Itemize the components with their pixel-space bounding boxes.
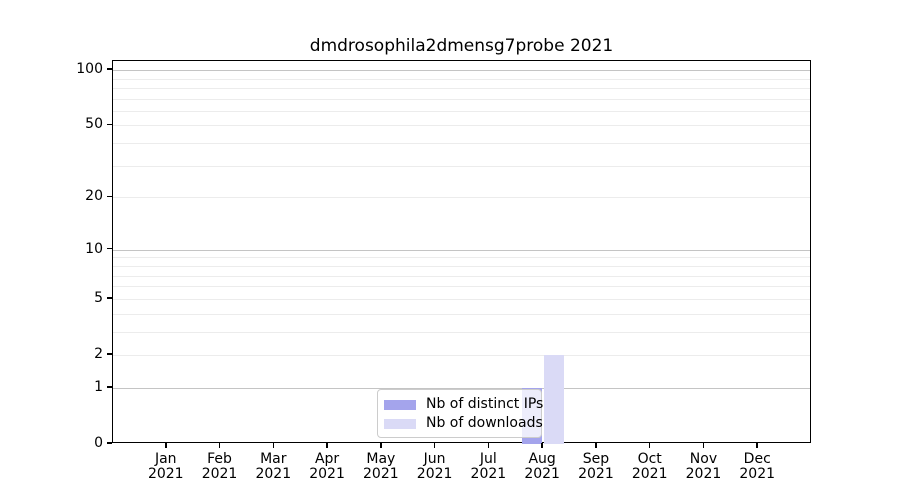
gridline-90 <box>113 78 810 80</box>
y-tick-mark-2 <box>107 353 112 355</box>
gridline-6 <box>113 286 810 288</box>
x-tick-mark-jun <box>433 443 436 448</box>
gridline-50 <box>113 125 810 127</box>
y-tick-label-1: 1 <box>94 378 103 395</box>
x-tick-mark-feb <box>218 443 221 448</box>
x-tick-label-jul: Jul 2021 <box>470 451 507 482</box>
y-tick-label-20: 20 <box>85 188 103 205</box>
gridline-30 <box>113 165 810 167</box>
y-tick-mark-5 <box>107 297 112 299</box>
gridline-20 <box>113 197 810 199</box>
x-tick-mark-dec <box>756 443 758 448</box>
gridline-8 <box>113 265 810 267</box>
legend-label-distinct-ips: Nb of distinct IPs <box>426 396 544 412</box>
x-tick-label-apr: Apr 2021 <box>309 451 345 482</box>
y-tick-mark-50 <box>107 123 112 126</box>
x-tick-label-jun: Jun 2021 <box>416 451 453 482</box>
bar-aug-nb-of-downloads <box>544 354 565 444</box>
gridline-4 <box>113 313 810 315</box>
x-tick-label-sep: Sep 2021 <box>578 451 614 482</box>
gridline-40 <box>113 143 810 145</box>
chart-title: dmdrosophila2dmensg7probe 2021 <box>309 36 614 56</box>
gridline-10 <box>113 249 810 251</box>
gridline-60 <box>113 110 810 112</box>
x-tick-mark-sep <box>595 443 597 448</box>
x-tick-label-mar: Mar 2021 <box>255 451 292 482</box>
legend-label-downloads: Nb of downloads <box>426 415 543 431</box>
x-tick-label-oct: Oct 2021 <box>631 451 668 482</box>
y-tick-label-100: 100 <box>76 61 103 78</box>
y-tick-label-5: 5 <box>94 289 103 306</box>
legend-item-downloads: Nb of downloads <box>384 414 543 433</box>
x-tick-mark-apr <box>326 443 328 448</box>
x-tick-mark-may <box>380 443 382 448</box>
x-tick-mark-jan <box>165 443 167 448</box>
x-tick-label-feb: Feb 2021 <box>201 451 238 482</box>
legend-item-distinct-ips: Nb of distinct IPs <box>384 395 543 414</box>
x-tick-mark-aug <box>541 443 543 448</box>
gridline-70 <box>113 98 810 100</box>
y-tick-mark-10 <box>107 247 112 250</box>
gridline-1 <box>113 387 810 389</box>
legend: Nb of distinct IPs Nb of downloads <box>377 389 543 438</box>
x-tick-label-nov: Nov 2021 <box>685 451 722 482</box>
y-tick-mark-100 <box>107 68 112 70</box>
y-tick-mark-1 <box>107 386 112 388</box>
gridline-2 <box>113 354 810 356</box>
x-tick-mark-oct <box>648 443 651 448</box>
legend-swatch-distinct-ips <box>384 399 416 410</box>
y-tick-label-50: 50 <box>85 116 103 133</box>
y-tick-label-2: 2 <box>94 345 103 362</box>
gridline-9 <box>113 257 810 259</box>
gridline-5 <box>113 298 810 300</box>
y-tick-label-10: 10 <box>85 240 103 257</box>
x-tick-mark-nov <box>702 443 705 448</box>
x-tick-mark-jul <box>487 443 490 448</box>
gridline-100 <box>113 70 810 72</box>
gridline-7 <box>113 275 810 277</box>
gridline-80 <box>113 87 810 89</box>
plot-area <box>112 60 811 444</box>
gridline-3 <box>113 331 810 333</box>
y-tick-mark-0 <box>107 442 112 444</box>
x-tick-mark-mar <box>272 443 275 448</box>
y-tick-label-0: 0 <box>94 435 103 451</box>
legend-swatch-downloads <box>384 418 416 429</box>
y-tick-mark-20 <box>107 195 112 198</box>
x-tick-label-aug: Aug 2021 <box>524 451 560 482</box>
x-tick-label-may: May 2021 <box>363 451 399 482</box>
x-tick-label-jan: Jan 2021 <box>147 451 184 482</box>
x-tick-label-dec: Dec 2021 <box>739 451 776 482</box>
